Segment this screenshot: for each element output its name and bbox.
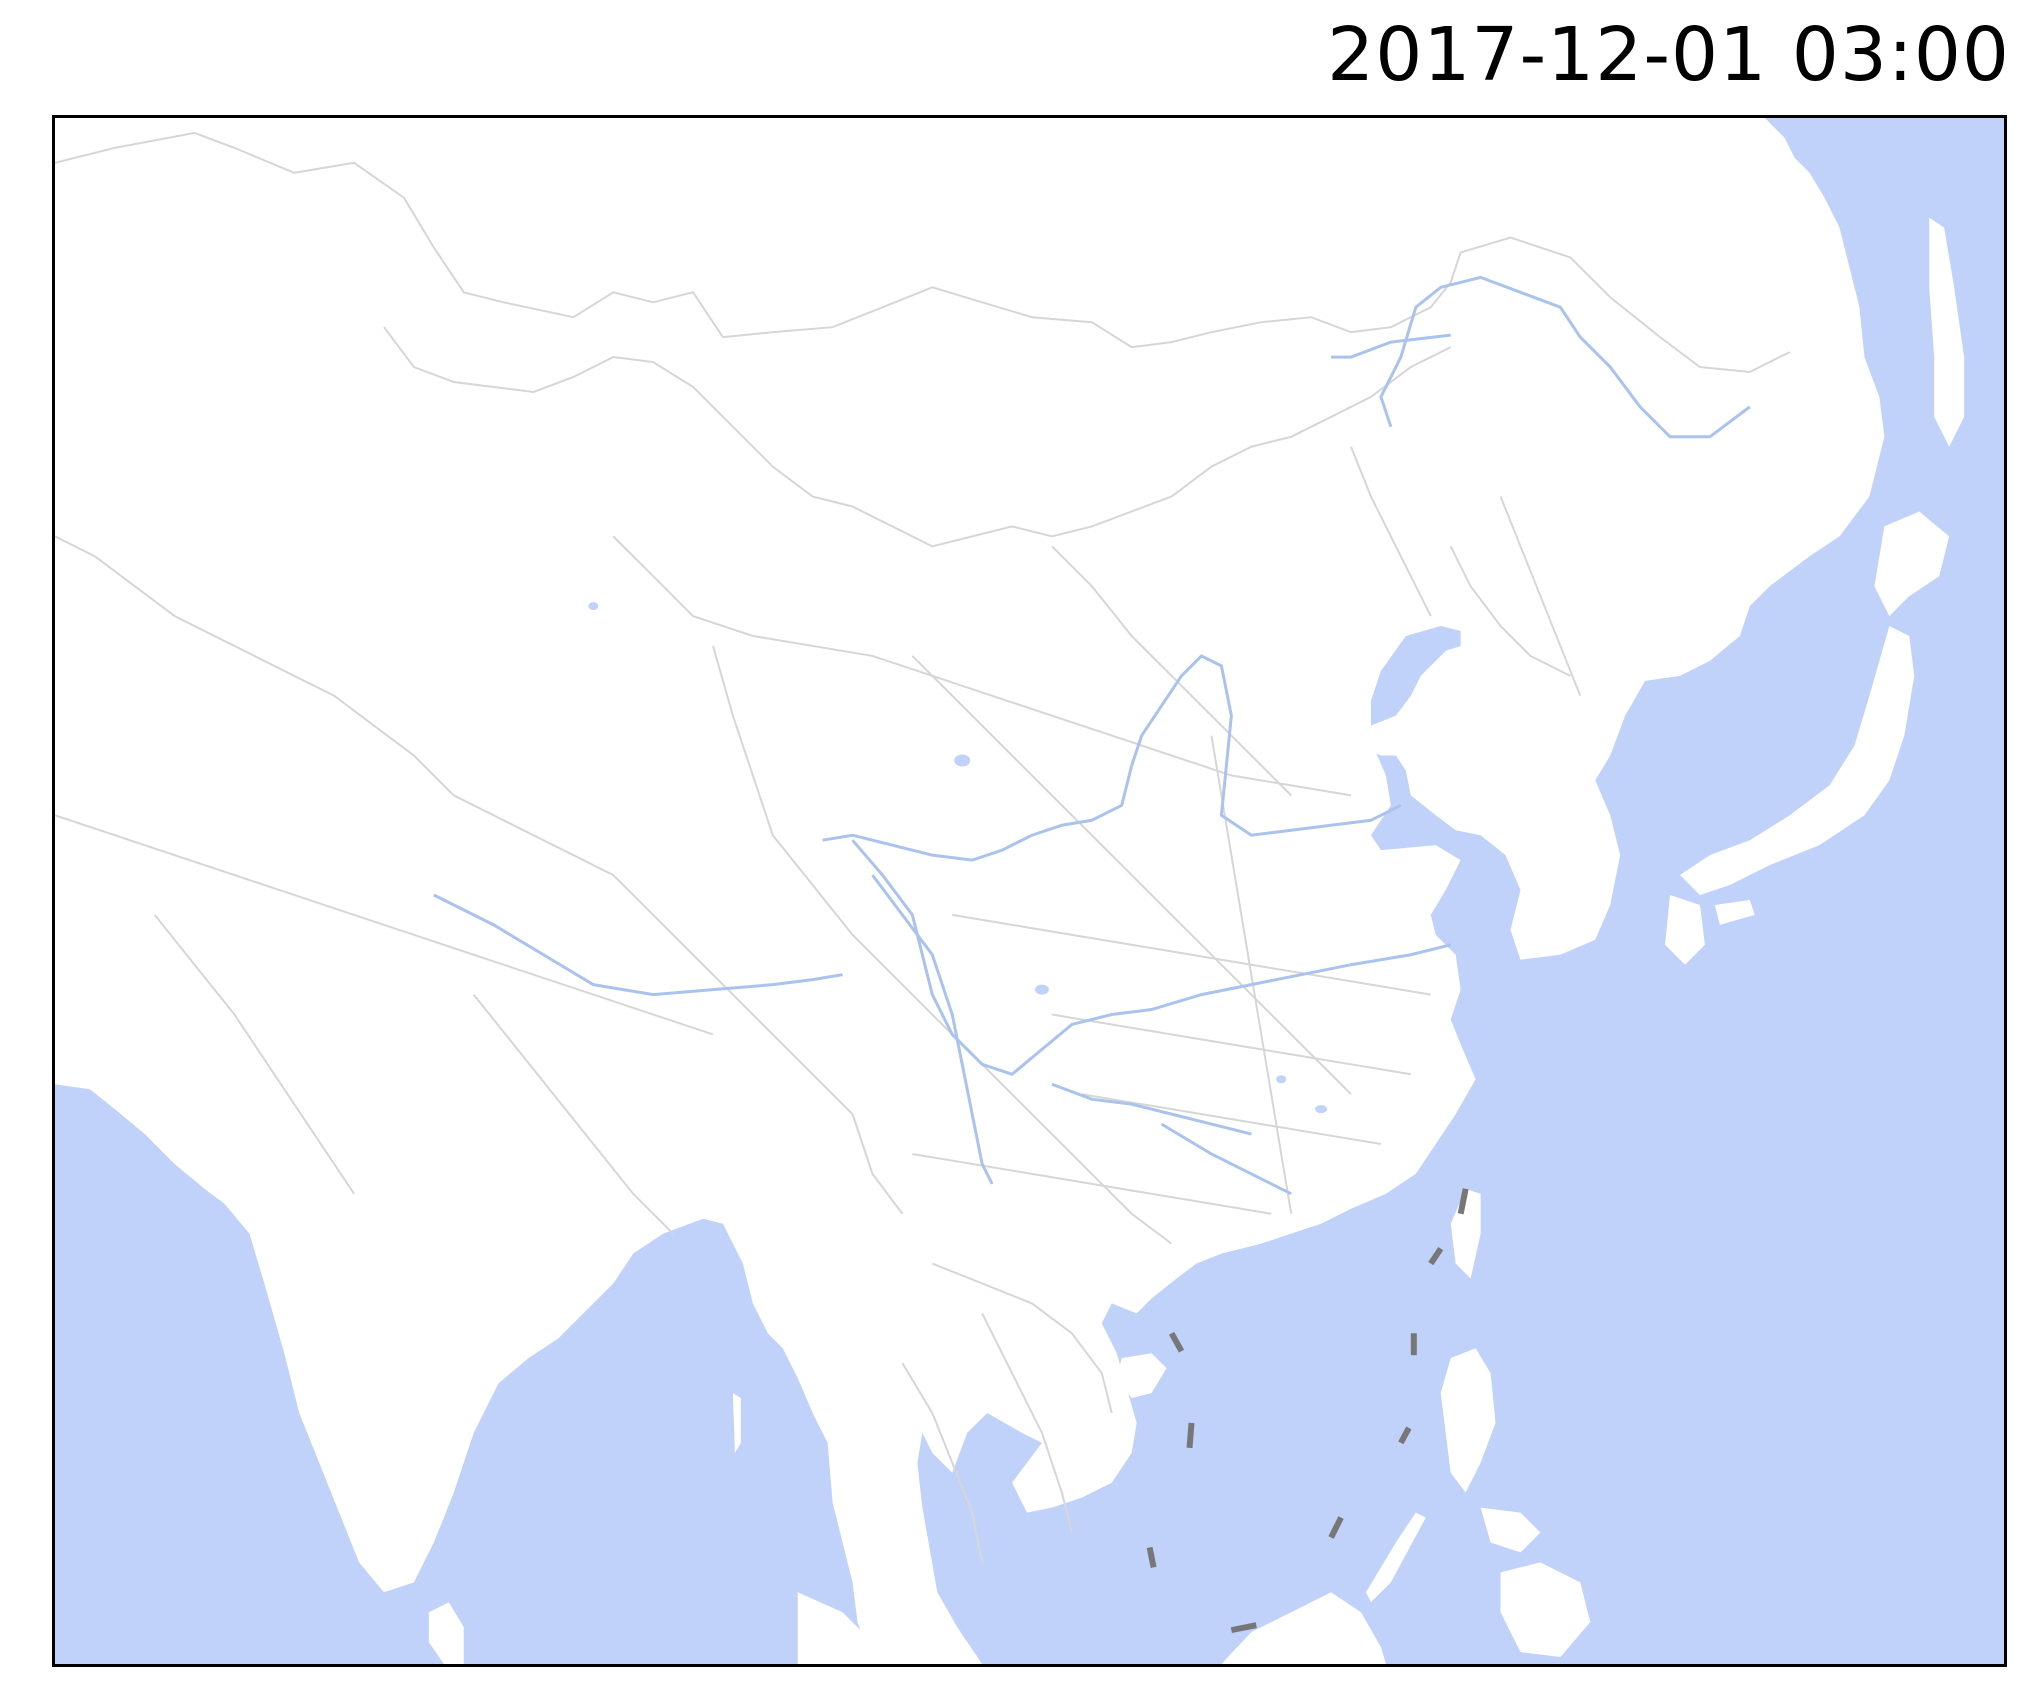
nine-dash-line: [1146, 1188, 1469, 1634]
land-hainan: [1116, 1353, 1167, 1399]
land-sakhalin: [1929, 217, 1965, 447]
rivers: [433, 275, 1751, 1196]
map-frame[interactable]: [52, 115, 2007, 1667]
land-palawan: [1365, 1512, 1426, 1603]
land-japan-hokkaido: [1874, 511, 1950, 617]
lakes: [588, 602, 1328, 1114]
map-canvas[interactable]: [55, 118, 2004, 1664]
land-sri-lanka: [428, 1602, 464, 1664]
land-mainland: [55, 118, 1885, 1664]
land-andaman: [732, 1393, 741, 1453]
land-philippines-mindanao: [1500, 1562, 1591, 1658]
land-philippines-visayas: [1480, 1507, 1541, 1553]
timestamp-label: 2017-12-01 03:00: [1327, 12, 2010, 98]
land-japan-kyushu: [1665, 894, 1705, 965]
land-japan-honshu: [1679, 626, 1915, 895]
land-philippines-luzon: [1440, 1348, 1496, 1493]
land-sumatra: [797, 1592, 888, 1664]
land-borneo: [1221, 1592, 1386, 1664]
land-japan-shikoku: [1714, 899, 1755, 925]
boundaries: [55, 131, 1791, 1563]
